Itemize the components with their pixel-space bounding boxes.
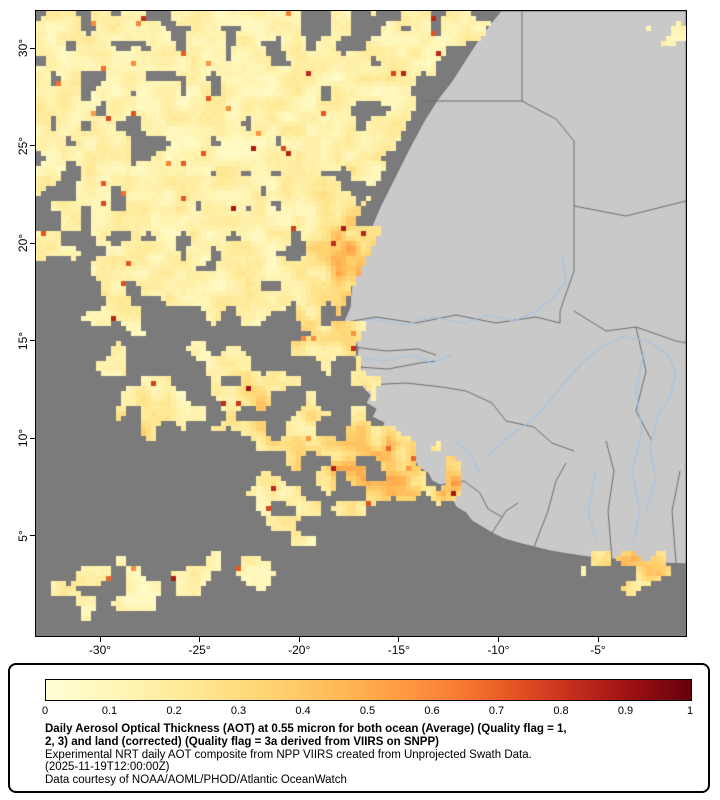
lon-label: -25° [188, 643, 211, 657]
lon-tick [199, 637, 201, 642]
lon-label: -10° [487, 643, 510, 657]
legend-caption-line: (2025-11-19T12:00:00Z) [45, 761, 170, 774]
lat-tick [30, 535, 35, 536]
lat-label: 15° [16, 331, 30, 350]
lat-tick [30, 145, 35, 146]
colorbar [45, 679, 692, 701]
lat-tick [30, 340, 35, 341]
lon-tick [497, 637, 499, 642]
lon-label: -5° [590, 643, 606, 657]
colorbar-tick-label: 0 [41, 705, 49, 717]
lon-label: -30° [88, 643, 112, 657]
colorbar-tick-label: 0.2 [166, 705, 182, 717]
colorbar-tick-label: 1 [686, 705, 694, 717]
lat-label: 25° [16, 136, 30, 155]
colorbar-tick-label: 0.5 [359, 705, 376, 717]
legend-title-line: Daily Aerosol Optical Thickness (AOT) at… [45, 723, 567, 735]
lon-label: -15° [387, 643, 410, 657]
colorbar-tick-label: 0.8 [553, 705, 569, 717]
legend-caption-line: Data courtesy of NOAA/AOML/PHOD/Atlantic… [45, 774, 347, 787]
colorbar-tick-label: 0.1 [101, 705, 118, 717]
legend-caption-line: Experimental NRT daily AOT composite fro… [45, 748, 532, 761]
lat-tick [30, 242, 35, 244]
lat-label: 5° [16, 529, 30, 542]
legend-captions: Daily Aerosol Optical Thickness (AOT) at… [45, 723, 567, 787]
lat-label: 20° [16, 233, 30, 253]
lon-tick [597, 637, 599, 642]
lon-label: -20° [288, 643, 311, 657]
legend-title-line: 2, 3) and land (corrected) (Quality flag… [45, 735, 439, 748]
lat-label: 30° [16, 38, 30, 58]
lon-tick [398, 637, 400, 642]
aot-map-canvas [36, 11, 686, 636]
colorbar-tick-label: 0.3 [230, 705, 247, 717]
lat-label: 10° [16, 428, 30, 448]
lon-tick [99, 637, 101, 642]
colorbar-tick-label: 0.6 [424, 705, 440, 717]
lat-tick [30, 437, 35, 439]
map-frame [35, 10, 687, 637]
lon-tick [298, 637, 300, 642]
colorbar-tick-label: 0.9 [617, 705, 634, 717]
legend-box: 0 0.1 0.2 0.3 0.4 0.5 0.6 0.7 0.8 0.9 1 Daily Aero… [8, 663, 710, 793]
lat-tick [30, 47, 35, 49]
colorbar-tick-label: 0.7 [488, 705, 505, 717]
colorbar-tick-label: 0.4 [295, 705, 311, 717]
